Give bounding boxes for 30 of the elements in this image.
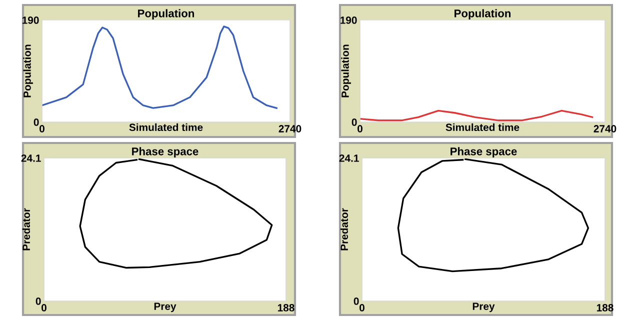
y-tick-label: 190	[340, 16, 357, 24]
x-tick-label: 188	[596, 304, 614, 312]
x-tick-label: 2740	[594, 125, 616, 132]
chart-title: Phase space	[132, 147, 198, 158]
x-tick-label: 0	[42, 304, 46, 312]
line-series	[397, 158, 590, 272]
x-axis-title: Prey	[472, 302, 495, 312]
y-tick-label: 24.1	[21, 154, 41, 162]
chart-title: Phase space	[450, 147, 517, 158]
chart-title: Population	[454, 9, 511, 20]
x-tick-label: 188	[278, 304, 294, 312]
y-tick-label: 0	[354, 298, 359, 305]
x-axis-title: Simulated time	[446, 123, 520, 132]
y-axis-title: Predator	[22, 208, 30, 250]
y-axis-title: Population	[341, 44, 351, 98]
x-tick-label: 0	[360, 304, 364, 312]
chart-title: Population	[138, 9, 194, 20]
x-axis-title: Prey	[154, 302, 176, 312]
line-series	[79, 158, 273, 269]
y-tick-label: 24.1	[339, 154, 359, 162]
x-axis-title: Simulated time	[129, 123, 203, 132]
y-tick-label: 0	[36, 298, 41, 305]
y-tick-label: 190	[22, 16, 39, 24]
y-axis-title: Predator	[340, 208, 348, 250]
line-series	[360, 110, 594, 122]
x-tick-label: 2740	[278, 125, 302, 132]
y-axis-title: Population	[23, 44, 33, 98]
line-series	[42, 26, 278, 109]
y-tick-label: 0	[34, 118, 39, 126]
y-tick-label: 0	[352, 118, 357, 126]
